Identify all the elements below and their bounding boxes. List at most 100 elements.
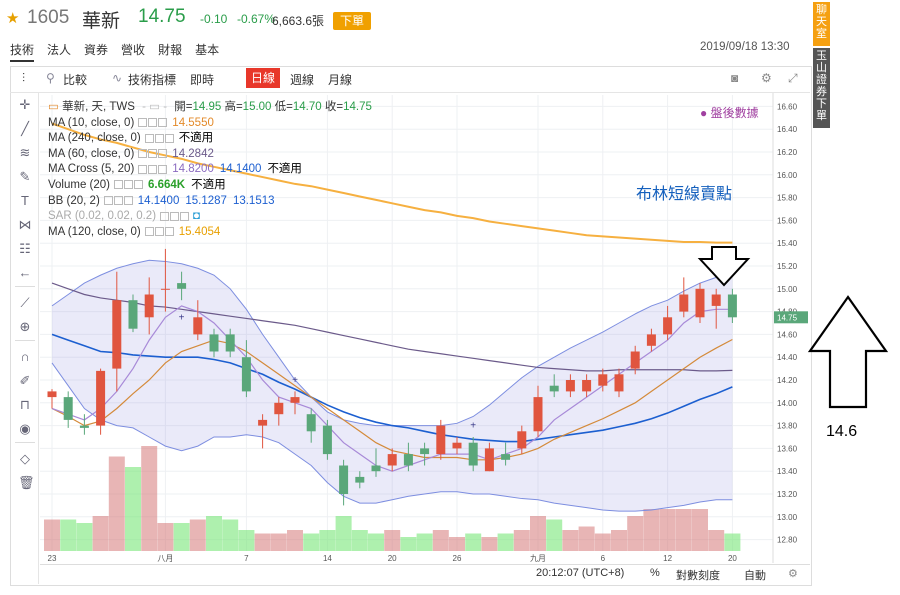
candle-style-icon[interactable]: ⫶ (22, 71, 26, 85)
candle-body (695, 288, 705, 318)
candle-body (63, 397, 73, 420)
broker-order-button[interactable]: 玉山證券下單 (813, 48, 830, 128)
sar-markers: + + + (179, 312, 477, 431)
y-tick-label: 15.60 (777, 216, 798, 225)
tab-technical[interactable]: 技術 (10, 41, 35, 62)
legend-indicator-value: 15.4054 (178, 225, 221, 238)
tab-revenue[interactable]: 營收 (121, 43, 146, 57)
legend-indicator-value: 14.5550 (172, 116, 214, 129)
compare-button[interactable]: 比較 (63, 73, 88, 87)
legend-indicator-name: Volume (20) (48, 178, 111, 191)
candle-body (436, 425, 446, 455)
candle-body (193, 317, 203, 335)
brush-icon[interactable]: ✎ (19, 169, 31, 184)
trend-line-icon[interactable]: ╱ (21, 121, 29, 136)
camera-icon[interactable]: ◙ (731, 71, 739, 85)
x-tick-label: 20 (728, 554, 737, 563)
candle-body (96, 370, 106, 426)
tab-margin[interactable]: 資券 (84, 43, 109, 57)
tab-institutional[interactable]: 法人 (47, 43, 72, 57)
legend-controls-icon[interactable] (138, 163, 168, 175)
legend-indicator-value: 14.1400 (219, 163, 262, 176)
text-tool-icon[interactable]: T (21, 193, 29, 208)
time-axis: 23 八月 7 14 20 26 九月 6 12 20 (48, 554, 738, 563)
fullscreen-icon[interactable]: ⤢ (788, 71, 798, 85)
legend-controls-icon[interactable] (138, 117, 168, 129)
candle-body (420, 448, 430, 455)
legend-title: 華新, 天, TWS (62, 101, 135, 113)
candle-body (339, 465, 349, 494)
x-tick-label: 26 (453, 554, 462, 563)
daily-button[interactable]: 日線 (246, 68, 281, 88)
candle-body (598, 374, 608, 386)
realtime-button[interactable]: 即時 (190, 73, 215, 87)
legend-indicator-name: SAR (0.02, 0.02, 0.2) (48, 210, 157, 223)
candle-body (128, 300, 138, 329)
price-change-pct: -0.67% (237, 12, 276, 26)
legend-controls-icon[interactable] (114, 179, 144, 191)
y-tick-label: 13.20 (777, 490, 798, 499)
price-tag-label: 14.75 (777, 313, 798, 322)
magnet-icon[interactable]: ∩ (20, 349, 30, 364)
monthly-button[interactable]: 月線 (328, 73, 353, 87)
trash-icon[interactable]: 🗑 (18, 475, 35, 490)
tab-financials[interactable]: 財報 (158, 43, 183, 57)
indicators-icon[interactable]: ∿ (112, 71, 123, 85)
quote-datetime: 2019/09/18 13:30 (700, 41, 790, 53)
gear-icon[interactable]: ⚙ (761, 71, 772, 85)
legend-row: BB (20, 2) 14.1400 15.1287 13.1513 (48, 194, 372, 210)
crosshair-icon[interactable]: ✛ (19, 97, 31, 112)
favorite-star-icon[interactable]: ★ (6, 10, 20, 27)
eye-icon[interactable]: ◉ (19, 421, 31, 436)
candle-body (727, 294, 737, 318)
legend-controls-icon[interactable] (138, 148, 168, 160)
low-label: 低= (274, 101, 293, 113)
candle-body (387, 454, 397, 466)
bollinger-lower-line (51, 362, 733, 512)
indicators-button[interactable]: 技術指標 (128, 73, 177, 87)
y-tick-label: 16.40 (777, 125, 798, 134)
pattern-tool-icon[interactable]: ⋈ (18, 217, 32, 232)
y-tick-label: 14.60 (777, 330, 798, 339)
y-tick-label: 15.20 (777, 262, 798, 271)
ruler-icon[interactable]: ⟋ (20, 295, 30, 310)
volume-bar (627, 516, 644, 551)
legend-row: MA (120, close, 0) 15.4054 (48, 225, 372, 241)
back-arrow-icon[interactable]: ← (18, 265, 32, 280)
axis-gear-icon[interactable]: ⚙ (788, 568, 798, 580)
support-arrow (807, 295, 889, 409)
volume-bar (611, 530, 627, 551)
auto-scale-toggle[interactable]: 自動 (744, 570, 766, 582)
layers-icon[interactable]: ◇ (20, 451, 30, 466)
legend-row: MA (240, close, 0) 不適用 (48, 131, 372, 147)
candle-body (614, 374, 624, 392)
compare-icon[interactable]: ⚲ (46, 71, 55, 85)
close-value: 14.75 (343, 101, 372, 113)
legend-controls-icon[interactable] (144, 132, 175, 144)
tab-basic[interactable]: 基本 (195, 43, 220, 57)
legend-controls-icon[interactable]: ◘ (160, 210, 200, 222)
order-button[interactable]: 下單 (333, 12, 371, 30)
measure-tool-icon[interactable]: ☷ (19, 241, 31, 256)
price-axis: 16.60 16.40 16.20 16.00 15.80 15.60 15.40 15.20… (772, 93, 810, 563)
percent-toggle[interactable]: % (650, 567, 660, 579)
volume-bar (481, 537, 498, 551)
log-scale-toggle[interactable]: 對數刻度 (676, 570, 720, 582)
volume-bar (319, 530, 336, 551)
lock-drawing-icon[interactable]: ✐ (19, 373, 31, 388)
candle-body (630, 351, 640, 369)
legend-controls-icon[interactable] (103, 195, 134, 207)
legend-controls-icon[interactable] (144, 226, 175, 238)
candle-body (565, 380, 575, 392)
unlock-icon[interactable]: ⊓ (19, 397, 31, 412)
volume-bar (449, 537, 465, 551)
price-chart[interactable]: +++ 16.6016.4016.2016.0015.8015.6015.401… (40, 93, 810, 583)
legend-indicator-value: 14.1400 (137, 194, 180, 207)
chat-room-button[interactable]: 聊天室 (813, 2, 830, 46)
candle-body (484, 448, 494, 472)
legend-title-row: ▭ 華新, 天, TWS - ▭ - 開=14.95 高=15.00 低=14.… (48, 101, 372, 113)
weekly-button[interactable]: 週線 (290, 73, 315, 87)
fib-tool-icon[interactable]: ≋ (19, 145, 31, 160)
zoom-in-icon[interactable]: ⊕ (19, 319, 31, 334)
bollinger-band-fill (52, 260, 733, 512)
